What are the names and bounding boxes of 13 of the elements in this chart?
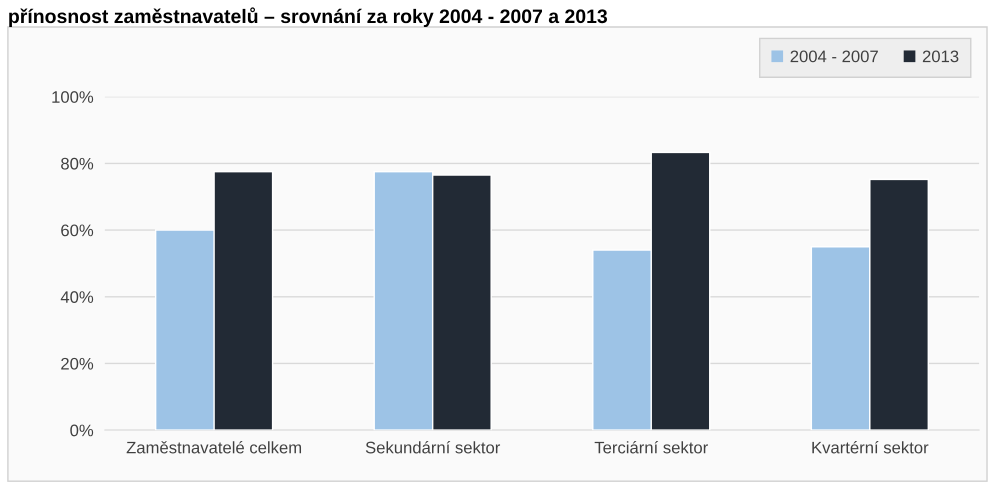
x-tick-label: Kvartérní sektor <box>812 441 928 454</box>
y-tick-label: 0% <box>70 424 94 436</box>
y-tick-label: 100% <box>52 91 94 103</box>
y-tick-label: 80% <box>61 158 94 170</box>
y-tick-label: 20% <box>61 358 94 370</box>
y-tick-label: 60% <box>61 224 94 236</box>
x-tick-label: Terciární sektor <box>594 441 708 454</box>
x-tick-label: Sekundární sektor <box>366 441 500 454</box>
legend-label: 2004 - 2007 <box>790 50 878 62</box>
y-tick-label: 40% <box>60 291 94 303</box>
legend-label: 2013 <box>922 50 958 62</box>
x-tick-label: Zaměstnavatelé celkem <box>126 441 302 454</box>
chart-title: přínosnost zaměstnavatelů – srovnání za roky 2004 - 2007 a 2013 <box>9 7 608 28</box>
